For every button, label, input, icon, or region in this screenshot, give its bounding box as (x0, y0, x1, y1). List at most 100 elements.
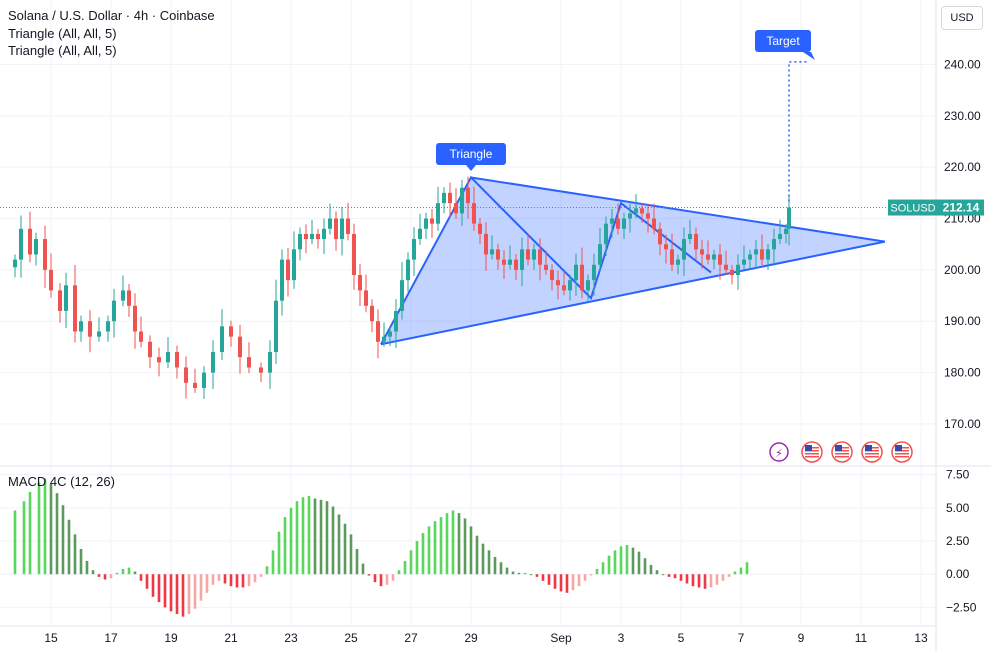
candle (298, 227, 302, 261)
macd-bar (547, 574, 551, 585)
triangle-label-box[interactable] (436, 143, 506, 165)
macd-bar (541, 574, 545, 581)
candle (424, 212, 428, 240)
time-tick-label: 17 (104, 631, 118, 645)
candle (538, 238, 542, 281)
candle (388, 326, 392, 347)
macd-bar (313, 498, 317, 575)
macd-bar (397, 570, 401, 575)
macd-tick-label: 0.00 (946, 567, 970, 581)
candle (268, 340, 272, 390)
indicator-legend-1[interactable]: Triangle (All, All, 5) (8, 26, 117, 41)
candle (316, 229, 320, 249)
candle (157, 347, 161, 377)
candle (748, 249, 752, 270)
macd-histogram (13, 478, 749, 617)
candle-body (640, 208, 644, 214)
us-flag-event-icon[interactable] (861, 441, 883, 463)
candle-body (202, 372, 206, 388)
candle (544, 250, 548, 275)
time-tick-label: 5 (678, 631, 685, 645)
macd-bar (22, 501, 26, 575)
candle (358, 263, 362, 307)
candle (448, 182, 452, 219)
price-tick-label: 220.00 (944, 160, 981, 174)
candle-body (730, 269, 734, 276)
candle-body (502, 259, 506, 265)
macd-bar (373, 574, 377, 583)
macd-bar (115, 572, 119, 575)
candle (502, 250, 506, 279)
candle (682, 227, 686, 277)
macd-bar (241, 574, 245, 588)
target-label[interactable]: Target (755, 30, 815, 60)
triangle-lower-trendline[interactable] (380, 240, 886, 346)
us-flag-event-icon[interactable] (891, 441, 913, 463)
macd-bar (91, 570, 95, 575)
candle (676, 254, 680, 275)
candle-body (628, 213, 632, 219)
candle-body (13, 259, 17, 268)
triangle-upper-trendline[interactable] (470, 176, 886, 243)
candle (574, 253, 578, 296)
candle (616, 203, 620, 235)
candle-body (370, 305, 374, 322)
macd-bar (343, 523, 347, 575)
macd-bar (709, 574, 713, 588)
us-flag-event-icon[interactable] (831, 441, 853, 463)
macd-bar (289, 507, 293, 575)
candle-body (106, 321, 110, 332)
macd-bar (385, 574, 389, 585)
candle (97, 317, 101, 342)
candle (478, 218, 482, 245)
candle-body (556, 280, 560, 286)
macd-legend[interactable]: MACD 4C (12, 26) (8, 474, 115, 489)
candle (58, 283, 62, 323)
candle-body (724, 264, 728, 270)
macd-bar (319, 499, 323, 575)
candle-body (676, 259, 680, 265)
target-projection-line[interactable] (788, 61, 809, 202)
candle (640, 203, 644, 223)
candle-body (466, 187, 470, 204)
indicator-legend-2[interactable]: Triangle (All, All, 5) (8, 43, 117, 58)
candle-body (400, 280, 404, 311)
us-flag-event-icon[interactable] (801, 441, 823, 463)
macd-bar (379, 574, 383, 587)
candle-body (175, 352, 179, 368)
candle-body (274, 300, 278, 353)
candle (730, 264, 734, 285)
macd-bar (337, 514, 341, 575)
macd-bar (157, 574, 161, 603)
candle-body (28, 228, 32, 255)
macd-bar (493, 556, 497, 575)
last-price-tag: SOLUSD 212.14 (888, 199, 984, 216)
macd-bar (349, 534, 353, 575)
candle-body (538, 249, 542, 265)
currency-button[interactable]: USD (941, 6, 983, 30)
candle (19, 215, 23, 278)
candle (418, 213, 422, 245)
candle (49, 253, 53, 298)
candle-body (616, 218, 620, 229)
macd-bar (463, 518, 467, 575)
candle (766, 243, 770, 270)
triangle-label[interactable]: Triangle (436, 143, 506, 171)
time-tick-label: 7 (738, 631, 745, 645)
candle-body (139, 331, 143, 342)
candle-body (526, 249, 530, 260)
pattern-zigzag-line[interactable] (380, 175, 712, 345)
target-label-box[interactable] (755, 30, 811, 52)
candle (400, 262, 404, 320)
candle (412, 227, 416, 277)
candle (127, 283, 131, 317)
macd-bar (745, 562, 749, 575)
candle (247, 342, 251, 374)
candle (133, 293, 137, 349)
time-tick-label: 27 (404, 631, 418, 645)
candle-body (778, 233, 782, 240)
lightning-icon[interactable] (769, 442, 789, 462)
candle (586, 274, 590, 301)
